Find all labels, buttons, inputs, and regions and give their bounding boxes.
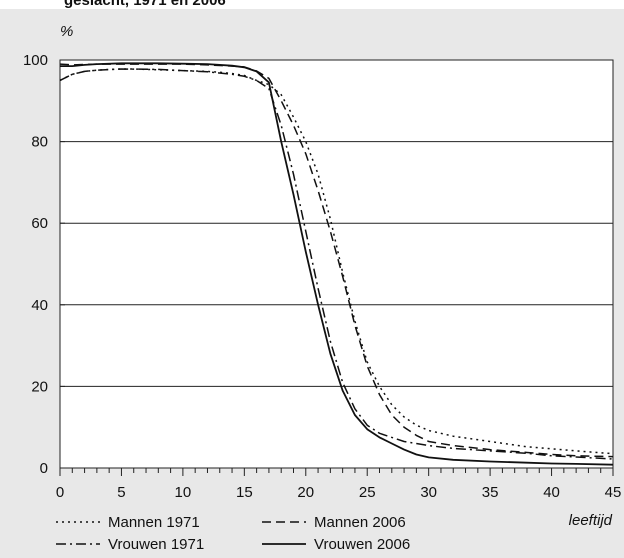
x-tick-label: 45: [605, 484, 622, 501]
chart-title-fragment: geslacht, 1971 en 2006: [64, 0, 226, 9]
x-tick-label: 25: [359, 484, 376, 501]
x-tick-label: 10: [175, 484, 192, 501]
y-tick-label: 0: [40, 460, 48, 477]
legend-label: Mannen 2006: [314, 514, 406, 531]
x-tick-label: 5: [117, 484, 125, 501]
series-line: [59, 68, 614, 460]
x-axis: 0 5 10 15 20 25 30 35 40 45: [56, 468, 622, 501]
plot-area: [59, 59, 614, 469]
y-tick-label: 80: [31, 134, 48, 151]
series-lines: [59, 62, 614, 466]
y-tick-label: 60: [31, 215, 48, 232]
series-line: [60, 62, 614, 466]
y-tick-label: 100: [23, 52, 48, 69]
legend: Mannen 1971 Mannen 2006 Vrouwen 1971 Vrouwe…: [56, 514, 410, 553]
x-tick-label: 40: [543, 484, 560, 501]
y-tick-label: 20: [31, 378, 48, 395]
legend-label: Mannen 1971: [108, 514, 200, 531]
gridlines: [60, 141, 613, 387]
x-tick-label: 15: [236, 484, 253, 501]
legend-label: Vrouwen 2006: [314, 536, 410, 553]
x-tick-label: 35: [482, 484, 499, 501]
y-tick-label: 40: [31, 297, 48, 314]
y-axis-label: %: [60, 23, 73, 40]
title-strip: geslacht, 1971 en 2006: [0, 0, 624, 9]
x-tick-label: 0: [56, 484, 64, 501]
series-line: [59, 68, 614, 455]
legend-label: Vrouwen 1971: [108, 536, 204, 553]
y-axis: 0 20 40 60 80 100: [23, 52, 65, 477]
x-axis-label: leeftijd: [569, 512, 613, 529]
x-tick-label: 30: [420, 484, 437, 501]
x-tick-label: 20: [297, 484, 314, 501]
